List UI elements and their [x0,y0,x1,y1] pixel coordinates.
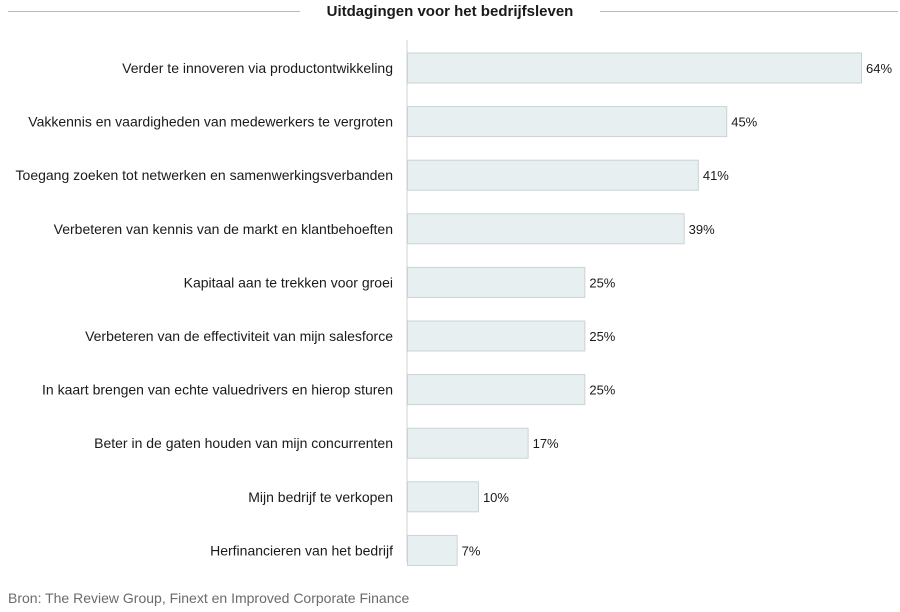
category-label-1: Verder te innoveren via productontwikkel… [122,60,393,76]
bar-9 [407,481,479,513]
category-label-4: Verbeteren van kennis van de markt en kl… [54,221,393,237]
bar-8 [407,427,529,459]
bar-4 [407,213,685,245]
category-label-8: Beter in de gaten houden van mijn concur… [94,435,393,451]
bar-3 [407,159,699,191]
value-label-9: 10% [483,490,509,505]
category-label-6: Verbeteren van de effectiviteit van mijn… [85,328,393,344]
value-label-7: 25% [589,383,615,398]
bar-1 [407,52,862,84]
value-label-6: 25% [589,329,615,344]
source-note: Bron: The Review Group, Finext en Improv… [8,590,410,606]
category-label-2: Vakkennis en vaardigheden van medewerker… [28,114,393,130]
category-label-9: Mijn bedrijf te verkopen [248,489,393,505]
value-label-5: 25% [589,275,615,290]
value-label-2: 45% [731,115,757,130]
value-label-8: 17% [533,436,559,451]
bar-5 [407,266,586,298]
bar-6 [407,320,586,352]
category-label-3: Toegang zoeken tot netwerken en samenwer… [16,167,393,183]
category-label-10: Herfinancieren van het bedrijf [210,542,393,558]
title-rule-left [8,11,300,12]
value-label-1: 64% [866,61,892,76]
category-label-7: In kaart brengen van echte valuedrivers … [42,382,393,398]
chart-header: Uitdagingen voor het bedrijfsleven [0,0,900,26]
value-label-3: 41% [703,168,729,183]
value-label-10: 7% [462,543,481,558]
bar-7 [407,374,586,406]
chart-title: Uitdagingen voor het bedrijfsleven [326,3,574,20]
title-rule-right [600,11,898,12]
bar-2 [407,106,728,138]
bar-chart: Verder te innoveren via productontwikkel… [16,40,892,566]
value-label-4: 39% [689,222,715,237]
category-label-5: Kapitaal aan te trekken voor groei [184,274,393,290]
bar-10 [407,534,458,566]
